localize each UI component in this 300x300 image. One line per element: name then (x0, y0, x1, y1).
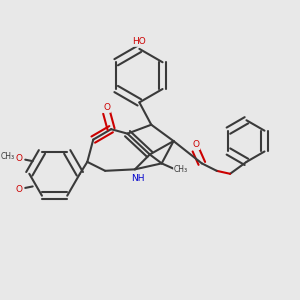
Text: O: O (16, 154, 23, 163)
Text: NH: NH (131, 174, 145, 183)
Text: O: O (103, 103, 110, 112)
Text: HO: HO (133, 37, 146, 46)
Text: O: O (16, 185, 23, 194)
Text: CH₃: CH₃ (174, 165, 188, 174)
Text: O: O (192, 140, 200, 149)
Text: CH₃: CH₃ (0, 152, 14, 161)
